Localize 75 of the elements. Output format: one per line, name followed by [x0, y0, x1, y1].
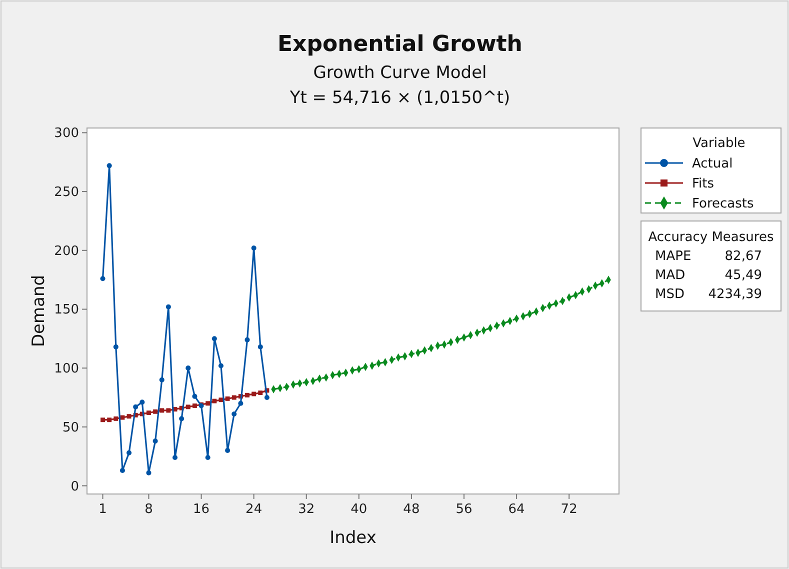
x-tick-label: 16 — [193, 502, 210, 517]
text: Accuracy Measures — [648, 230, 774, 245]
legend-label: Fits — [692, 176, 714, 192]
point — [106, 163, 112, 168]
point — [107, 418, 112, 422]
point — [264, 394, 270, 400]
text: MSD — [655, 287, 684, 302]
point — [100, 276, 106, 282]
point — [205, 455, 210, 460]
point — [258, 344, 263, 350]
point — [192, 394, 198, 399]
point — [244, 337, 250, 342]
x-tick-label: 32 — [298, 502, 315, 517]
point — [245, 392, 250, 398]
y-tick-label: 200 — [54, 244, 79, 259]
y-tick-label: 50 — [62, 420, 79, 436]
y-tick-label: 250 — [54, 185, 79, 200]
point — [218, 398, 224, 402]
x-tick-label: 72 — [560, 502, 578, 517]
x-tick-label: 24 — [246, 502, 262, 517]
text: 45,49 — [724, 268, 762, 283]
point — [160, 408, 164, 413]
point — [179, 416, 184, 422]
point — [258, 390, 263, 396]
point — [146, 470, 152, 476]
x-tick-label: 48 — [403, 502, 420, 517]
x-tick-label: 1 — [98, 502, 107, 517]
y-tick-label: 100 — [54, 362, 79, 377]
point — [126, 450, 132, 456]
y-axis-title: Demand — [29, 274, 49, 348]
text: MAD — [655, 268, 686, 283]
x-axis-title: Index — [330, 528, 376, 548]
text: MAPE — [655, 249, 692, 264]
point — [159, 377, 164, 382]
point — [218, 363, 224, 368]
legend-label: Forecasts — [692, 196, 754, 212]
chart-subtitle: Growth Curve Model Yt = 54,716 × (1,0150^t) — [288, 63, 510, 108]
point — [140, 400, 145, 405]
point — [146, 410, 151, 416]
point — [252, 392, 256, 396]
point — [192, 404, 197, 408]
point — [120, 468, 125, 473]
point — [251, 246, 256, 251]
point — [152, 438, 158, 444]
point — [206, 401, 210, 406]
point — [186, 404, 190, 410]
legend-label: Actual — [692, 156, 733, 172]
y-tick-label: 150 — [54, 302, 79, 318]
x-tick-label: 64 — [508, 502, 525, 517]
point — [232, 411, 237, 416]
text: 4234,39 — [708, 287, 762, 302]
text: 82,67 — [724, 249, 762, 264]
y-tick-label: 300 — [54, 126, 79, 142]
point — [166, 304, 171, 310]
point — [212, 336, 217, 342]
x-tick-label: 8 — [144, 502, 153, 517]
point — [232, 395, 236, 400]
point — [114, 416, 118, 421]
point — [186, 366, 191, 371]
point — [100, 418, 105, 422]
point — [225, 396, 230, 401]
point — [225, 448, 230, 453]
chart-title: Exponential Growth — [278, 32, 522, 57]
point — [153, 409, 158, 414]
y-tick-label: 0 — [70, 479, 79, 494]
legend-title: Variable — [692, 136, 746, 151]
point — [133, 404, 138, 410]
x-tick-label: 40 — [350, 502, 368, 517]
x-tick-label: 56 — [456, 502, 472, 517]
point — [126, 414, 132, 419]
point — [172, 455, 178, 460]
point — [212, 398, 217, 404]
point — [166, 408, 171, 413]
point — [238, 400, 244, 406]
point — [113, 344, 118, 350]
